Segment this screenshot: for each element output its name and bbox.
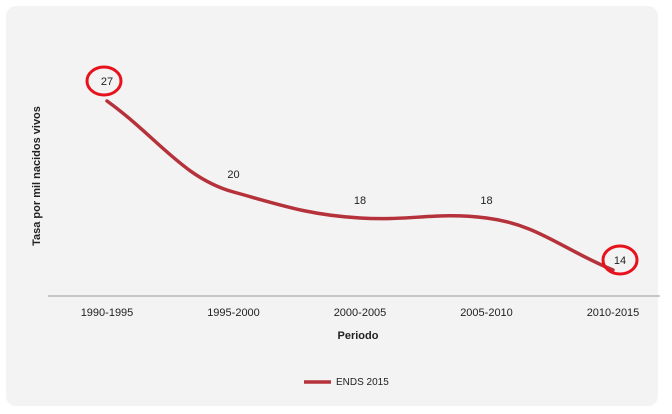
data-label: 20 <box>227 169 239 181</box>
legend-label: ENDS 2015 <box>336 377 389 388</box>
highlight-circle <box>601 244 639 276</box>
x-tick-label: 2005-2010 <box>460 307 513 319</box>
y-axis-title: Tasa por mil nacidos vivos <box>31 106 43 246</box>
x-tick-label: 2010-2015 <box>587 307 640 319</box>
series-line-ends-2015 <box>105 99 615 272</box>
x-tick-label: 1990-1995 <box>81 307 134 319</box>
x-tick-label: 1995-2000 <box>207 307 260 319</box>
data-label: 14 <box>614 255 626 267</box>
data-label: 18 <box>480 195 492 207</box>
x-axis-title: Periodo <box>338 330 379 342</box>
data-label: 18 <box>354 195 366 207</box>
chart-panel <box>6 6 658 406</box>
data-label: 27 <box>101 76 113 88</box>
highlight-circle <box>85 65 123 97</box>
x-tick-label: 2000-2005 <box>334 307 387 319</box>
